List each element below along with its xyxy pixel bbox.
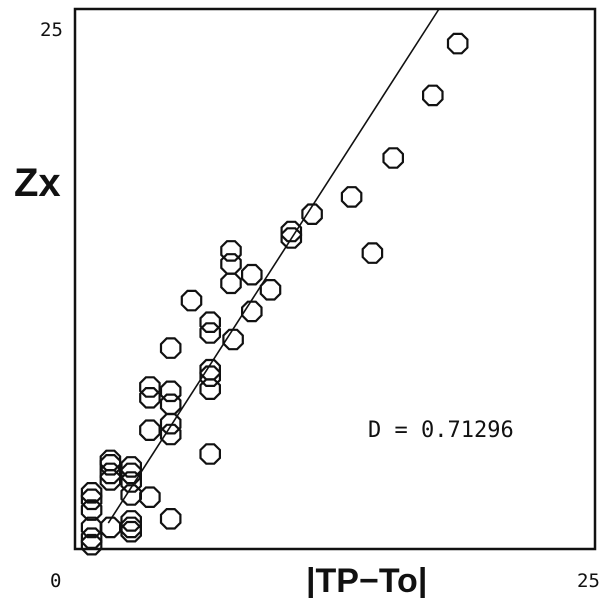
data-point (120, 510, 142, 532)
data-point (180, 289, 203, 312)
data-point (159, 380, 182, 403)
correlation-annotation: D = 0.71296 (368, 418, 514, 443)
data-point (382, 147, 404, 169)
data-point (422, 84, 444, 107)
data-point (301, 203, 323, 225)
data-point (259, 279, 282, 301)
data-point (241, 263, 263, 286)
data-point (446, 32, 469, 55)
data-point (139, 486, 161, 508)
data-point (199, 358, 221, 381)
data-point (220, 272, 242, 295)
data-point (99, 449, 122, 472)
data-point (120, 456, 142, 478)
y-axis-label: Zx (14, 161, 61, 205)
data-point (199, 311, 221, 333)
data-point (241, 300, 263, 323)
data-point (361, 242, 384, 264)
data-point (199, 443, 221, 465)
y-tick-label-top: 25 (40, 19, 63, 41)
points-layer (80, 32, 469, 556)
data-point (80, 482, 103, 504)
data-point (80, 516, 103, 539)
data-point (159, 412, 182, 435)
data-point (139, 419, 161, 441)
plot-area-frame (73, 7, 597, 551)
data-point (222, 328, 244, 351)
data-point (120, 520, 142, 543)
x-tick-label-end: 25 (577, 570, 600, 592)
data-point (139, 376, 161, 398)
data-point (220, 240, 242, 262)
x-axis-label: |TP−To| (306, 562, 427, 598)
data-point (99, 516, 122, 539)
data-point (340, 186, 363, 208)
x-tick-label-start: 0 (50, 570, 61, 592)
data-point (159, 337, 182, 359)
data-point (159, 508, 182, 530)
regression-line (107, 8, 440, 524)
